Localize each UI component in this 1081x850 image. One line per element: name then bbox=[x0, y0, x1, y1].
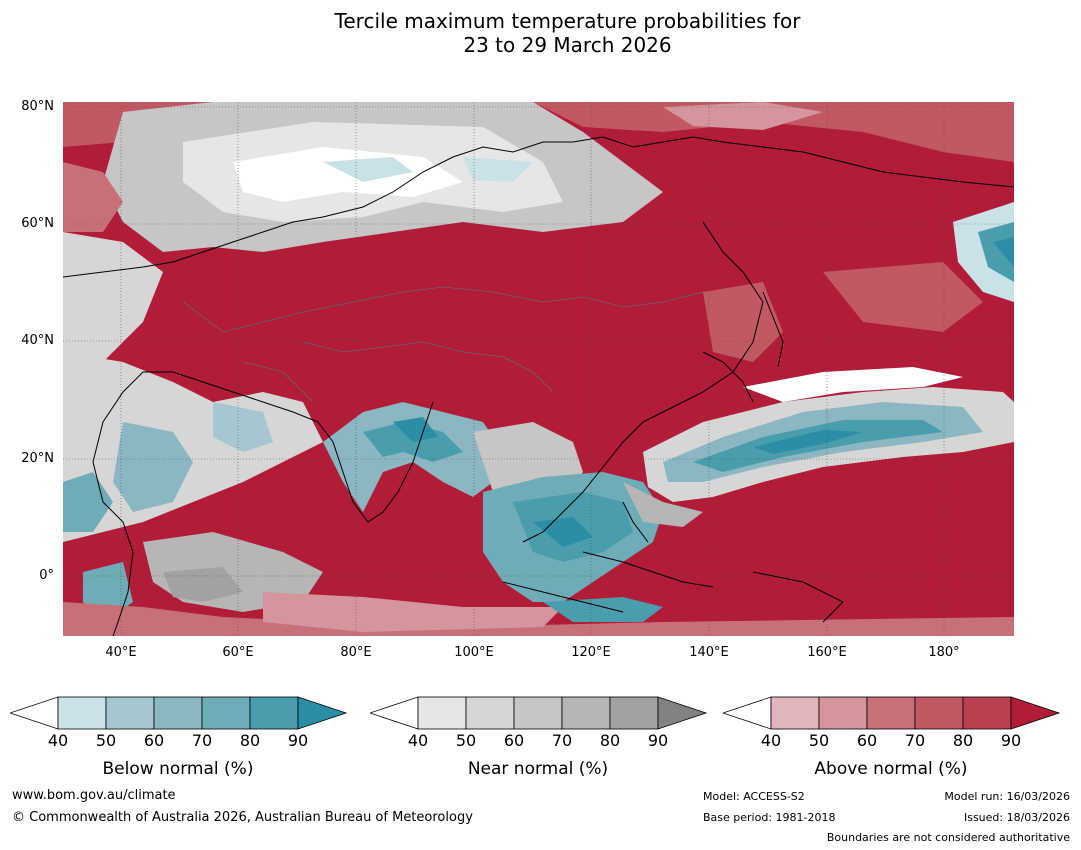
legend-above-normal bbox=[723, 694, 1063, 738]
legend-above-tick: 40 bbox=[760, 731, 782, 750]
legend-near-swatch-4 bbox=[561, 696, 611, 730]
title-line-2: 23 to 29 March 2026 bbox=[463, 33, 672, 57]
lon-label-180: 180° bbox=[928, 645, 960, 660]
legend-below-ticks: 40 50 60 70 80 90 bbox=[38, 732, 338, 752]
legend-near-swatch-3 bbox=[513, 696, 563, 730]
legend-below-tick: 50 bbox=[95, 731, 117, 750]
probability-map-graphic bbox=[63, 102, 1014, 636]
legend-near-tick: 80 bbox=[599, 731, 621, 750]
legend-above-tick: 90 bbox=[1000, 731, 1022, 750]
legend-near-tick: 90 bbox=[647, 731, 669, 750]
legend-above-colorbar bbox=[723, 696, 1061, 730]
copyright-notice: © Commonwealth of Australia 2026, Austra… bbox=[12, 810, 473, 825]
boundaries-disclaimer: Boundaries are not considered authoritat… bbox=[826, 831, 1070, 844]
legend-above-swatch-3 bbox=[866, 696, 916, 730]
probability-map bbox=[63, 102, 1014, 636]
legend-below-colorbar bbox=[10, 696, 348, 730]
lat-label-60n: 60°N bbox=[21, 216, 54, 231]
model-info: Model: ACCESS-S2 bbox=[703, 790, 805, 803]
legend-below-swatch-4 bbox=[201, 696, 251, 730]
legend-above-title: Above normal (%) bbox=[814, 759, 968, 779]
legend-below-swatch-0 bbox=[10, 696, 59, 730]
legend-near-swatch-2 bbox=[465, 696, 515, 730]
lon-label-100e: 100°E bbox=[454, 645, 494, 660]
lat-label-40n: 40°N bbox=[21, 333, 54, 348]
legend-near-tick: 70 bbox=[551, 731, 573, 750]
lon-label-120e: 120°E bbox=[571, 645, 611, 660]
legend-below-tick: 90 bbox=[287, 731, 309, 750]
issued-info: Issued: 18/03/2026 bbox=[963, 811, 1070, 824]
lon-label-140e: 140°E bbox=[689, 645, 729, 660]
legend-above-swatch-6 bbox=[1010, 696, 1061, 730]
legend-above-tick: 50 bbox=[808, 731, 830, 750]
map-title: Tercile maximum temperature probabilitie… bbox=[0, 9, 1081, 57]
legend-near-swatch-1 bbox=[417, 696, 467, 730]
legend-above-swatch-4 bbox=[914, 696, 964, 730]
legend-above-tick: 60 bbox=[856, 731, 878, 750]
title-line-1: Tercile maximum temperature probabilitie… bbox=[334, 9, 801, 33]
legend-below-swatch-2 bbox=[105, 696, 155, 730]
legend-below-title: Below normal (%) bbox=[102, 759, 254, 779]
legend-below-tick: 80 bbox=[239, 731, 261, 750]
legend-near-tick: 60 bbox=[503, 731, 525, 750]
base-period-info: Base period: 1981-2018 bbox=[703, 811, 836, 824]
legend-above-swatch-2 bbox=[818, 696, 868, 730]
legend-below-tick: 40 bbox=[47, 731, 69, 750]
legend-above-ticks: 40 50 60 70 80 90 bbox=[751, 732, 1051, 752]
legend-above-swatch-0 bbox=[723, 696, 772, 730]
legend-below-swatch-5 bbox=[249, 696, 299, 730]
legend-near-ticks: 40 50 60 70 80 90 bbox=[398, 732, 698, 752]
model-run-info: Model run: 16/03/2026 bbox=[944, 790, 1070, 803]
legend-near-tick: 50 bbox=[455, 731, 477, 750]
legend-below-tick: 70 bbox=[191, 731, 213, 750]
lon-label-80e: 80°E bbox=[340, 645, 372, 660]
website-link[interactable]: www.bom.gov.au/climate bbox=[12, 788, 176, 803]
legend-near-swatch-6 bbox=[657, 696, 708, 730]
lon-label-60e: 60°E bbox=[222, 645, 254, 660]
legend-below-swatch-1 bbox=[57, 696, 107, 730]
legend-near-title: Near normal (%) bbox=[467, 759, 609, 779]
legend-below-swatch-3 bbox=[153, 696, 203, 730]
lat-label-20n: 20°N bbox=[21, 451, 54, 466]
legend-below-normal bbox=[10, 694, 350, 738]
legend-above-swatch-5 bbox=[962, 696, 1012, 730]
legend-near-colorbar bbox=[370, 696, 708, 730]
legend-below-swatch-6 bbox=[297, 696, 348, 730]
lon-label-40e: 40°E bbox=[105, 645, 137, 660]
legend-near-tick: 40 bbox=[407, 731, 429, 750]
legend-below-tick: 60 bbox=[143, 731, 165, 750]
legend-near-normal bbox=[370, 694, 710, 738]
legend-above-tick: 70 bbox=[904, 731, 926, 750]
legend-near-swatch-0 bbox=[370, 696, 419, 730]
legend-above-swatch-1 bbox=[770, 696, 820, 730]
legend-above-tick: 80 bbox=[952, 731, 974, 750]
legend-near-swatch-5 bbox=[609, 696, 659, 730]
lon-label-160e: 160°E bbox=[807, 645, 847, 660]
lat-label-80n: 80°N bbox=[21, 99, 54, 114]
lat-label-0: 0° bbox=[39, 568, 54, 583]
